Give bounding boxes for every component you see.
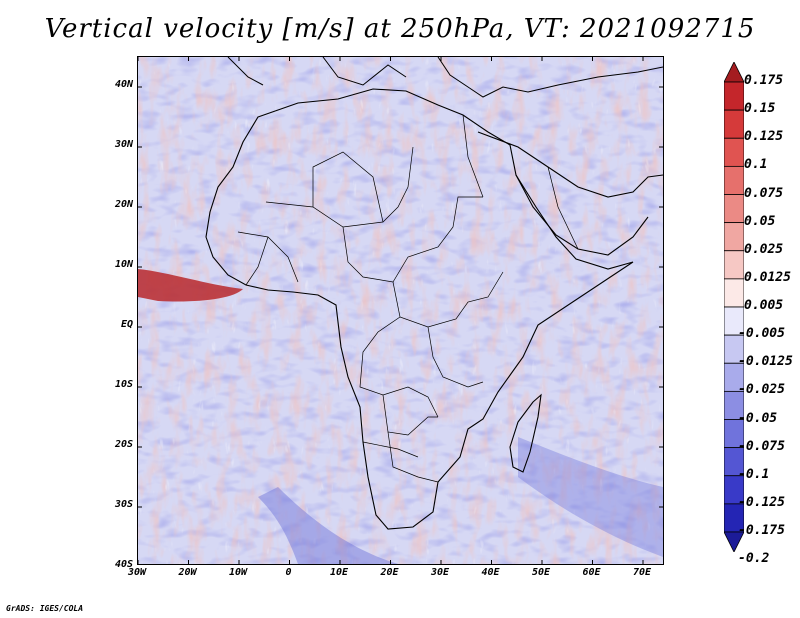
map-svg [138, 57, 663, 564]
colorbar-label-8: 0.005 [744, 298, 784, 313]
colorbar-label-10: -0.0125 [738, 354, 793, 370]
lat-label-8: 40S [114, 559, 133, 570]
colorbar-label-9: -0.005 [738, 326, 785, 342]
colorbar-label-15: -0.125 [738, 494, 785, 510]
indian-ocean-blue-stream [518, 437, 663, 557]
madagascar-coastline [509, 393, 542, 473]
lon-label-0: 30W [127, 567, 147, 578]
mediterranean-coastline [227, 57, 663, 98]
colorbar-swatch [723, 61, 745, 83]
colorbar-swatch [723, 531, 745, 553]
colorbar-label-3: 0.1 [744, 157, 768, 173]
lat-label-1: 30N [114, 139, 133, 150]
lon-label-2: 10W [228, 567, 248, 578]
colorbar-label-12: -0.05 [738, 410, 778, 426]
lon-label-9: 60E [582, 567, 601, 578]
near-zero-texture [138, 57, 663, 564]
footer-credit: GrADS: IGES/COLA [6, 604, 84, 613]
colorbar [723, 61, 745, 553]
colorbar-svg [723, 61, 745, 553]
africa-coastline [205, 88, 634, 530]
colorbar-label-6: 0.025 [744, 241, 784, 257]
colorbar-label-4: 0.075 [744, 185, 784, 201]
colorbar-swatch [723, 222, 745, 252]
colorbar-swatch [723, 137, 745, 167]
colorbar-swatch [723, 278, 745, 308]
lon-label-7: 40E [481, 567, 500, 578]
lon-label-6: 30E [430, 567, 450, 578]
colorbar-label-2: 0.125 [744, 129, 784, 145]
colorbar-label-1: 0.15 [744, 101, 776, 117]
map-panel [137, 56, 664, 565]
colorbar-label-13: -0.075 [738, 438, 785, 454]
colorbar-label-11: -0.025 [738, 382, 785, 398]
country-borders [237, 114, 579, 483]
lon-label-8: 50E [531, 567, 551, 578]
lat-label-2: 20N [114, 199, 133, 210]
southern-blue-stream [258, 487, 398, 564]
colorbar-label-7: 0.0125 [744, 269, 791, 285]
colorbar-label-16: -0.175 [738, 523, 785, 538]
lat-label-6: 20S [114, 439, 133, 450]
colorbar-label-5: 0.05 [744, 213, 776, 229]
colorbar-swatch [723, 81, 745, 111]
lon-label-3: 0 [285, 567, 292, 578]
colorbar-label-17: -0.2 [738, 551, 770, 567]
chart-title: Vertical velocity [m/s] at 250hPa, VT: 2… [44, 14, 756, 44]
lon-label-1: 20W [178, 567, 197, 578]
lon-label-10: 70E [632, 567, 652, 578]
lat-label-7: 30S [114, 499, 133, 510]
red-jet-streak [138, 269, 243, 302]
axis-ticks [138, 57, 663, 564]
lat-label-0: 40N [114, 79, 133, 90]
colorbar-swatch [723, 250, 745, 280]
lon-label-4: 10E [329, 567, 349, 578]
lon-label-5: 20E [380, 567, 399, 578]
colorbar-swatch [723, 109, 745, 139]
colorbar-label-14: -0.1 [738, 466, 770, 482]
lat-label-5: 10S [114, 379, 133, 390]
colorbar-swatch [723, 194, 745, 224]
colorbar-swatch [723, 165, 745, 195]
lat-label-3: 10N [114, 259, 133, 270]
lat-label-4: EQ [120, 319, 133, 330]
colorbar-label-0: 0.175 [744, 73, 784, 88]
